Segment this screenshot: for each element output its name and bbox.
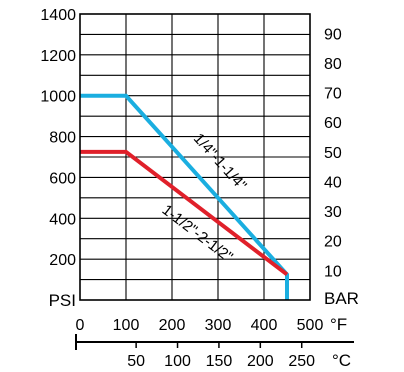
x-secondary-tick-label: 250 (288, 353, 315, 370)
x-primary-tick-label: 100 (113, 317, 140, 334)
axes (75, 13, 354, 350)
y-right-tick-label: 90 (324, 26, 342, 43)
y-right-tick-label: 10 (324, 263, 342, 280)
y-left-tick-label: 800 (49, 130, 76, 147)
x-primary-tick-label: 200 (159, 317, 186, 334)
y-left-tick-label: 400 (49, 211, 76, 228)
grid (80, 14, 310, 300)
x-secondary-tick-label: 150 (206, 353, 233, 370)
y-left-tick-label: 200 (49, 252, 76, 269)
y-right-tick-label: 70 (324, 86, 342, 103)
x-secondary-unit: °C (332, 351, 351, 370)
y-left-tick-label: 1200 (40, 48, 76, 65)
series-line-1 (80, 93, 289, 300)
x-primary-tick-label: 400 (251, 317, 278, 334)
y-left-tick-label: 1000 (40, 89, 76, 106)
y-right-tick-label: 60 (324, 115, 342, 132)
x-secondary-tick-label: 100 (164, 353, 191, 370)
series-layer (80, 93, 289, 300)
y-right-tick-label: 40 (324, 174, 342, 191)
y-left-tick-label: 1400 (40, 7, 76, 24)
y-right-unit: BAR (324, 289, 359, 308)
x-primary-tick-label: 0 (76, 317, 85, 334)
y-right-tick-label: 50 (324, 145, 342, 162)
x-primary-unit: °F (330, 315, 347, 334)
y-right-tick-label: 20 (324, 234, 342, 251)
y-right-tick-label: 80 (324, 56, 342, 73)
plot-frame (79, 13, 311, 301)
x-primary-tick-label: 500 (297, 317, 324, 334)
x-primary-tick-label: 300 (205, 317, 232, 334)
x-secondary-tick-label: 200 (247, 353, 274, 370)
labels: 1/4"-1-1/4"1-1/2"-2-1/2"2004006008001000… (40, 7, 359, 370)
x-secondary-tick-label: 50 (127, 353, 145, 370)
series-line-2 (80, 149, 289, 277)
y-left-tick-label: 600 (49, 170, 76, 187)
y-right-tick-label: 30 (324, 204, 342, 221)
y-left-unit: PSI (49, 291, 76, 310)
